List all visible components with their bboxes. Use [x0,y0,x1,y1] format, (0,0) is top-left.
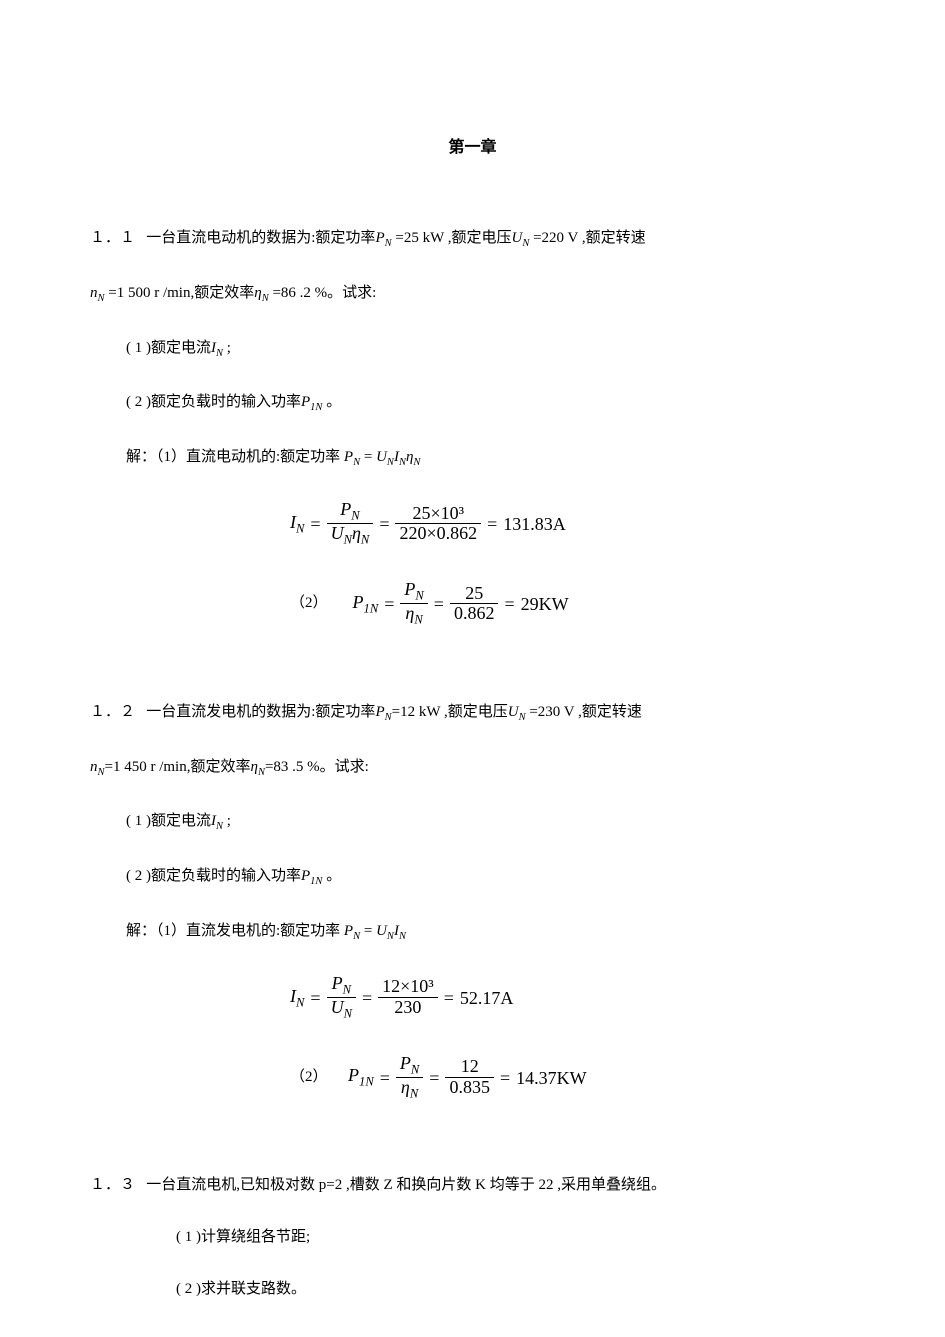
text: ( 2 )额定负载时的输入功率 [126,868,301,884]
var-P1N: P1N [301,394,322,410]
text: =220 V ,额定转速 [529,230,645,246]
var-UN: UN [508,704,526,720]
var-etaN: ηN [254,285,268,301]
problem-1-2-solution-line: 解：（1）直流发电机的:额定功率 PN = UNIN [90,919,855,946]
problem-1-1-solution-line: 解：（1）直流电动机的:额定功率 PN = UNINηN [90,445,855,472]
text: 一台直流电动机的数据为:额定功率 [146,230,375,246]
text: ; [223,340,231,356]
text: =230 V ,额定转速 [526,704,642,720]
inline-equation: PN = UNINηN [344,449,421,465]
text: 解：（1）直流发电机的:额定功率 [126,923,344,939]
problem-1-2-q2: ( 2 )额定负载时的输入功率P1N 。 [90,864,855,891]
text: =12 kW ,额定电压 [392,704,508,720]
equation-1-1-P1N: （2） P1N = PN ηN = 25 0.862 = 29KW [90,580,855,628]
text: ( 1 )额定电流 [126,340,211,356]
problem-1-2-line2: nN=1 450 r /min,额定效率ηN=83 .5 %。试求: [90,755,855,782]
text: ( 2 )求并联支路数。 [176,1281,306,1297]
text: ; [223,813,231,829]
text: 。 [322,394,341,410]
var-UN: UN [511,230,529,246]
var-PN: PN [375,230,391,246]
text: ( 1 )额定电流 [126,813,211,829]
problem-1-1-q2: ( 2 )额定负载时的输入功率P1N 。 [90,390,855,417]
var-nN: nN [90,285,105,301]
inline-equation: PN = UNIN [344,923,406,939]
problem-1-1-q1: ( 1 )额定电流IN ; [90,336,855,363]
equation-1-2-P1N: （2） P1N = PN ηN = 12 0.835 = 14.37KW [90,1054,855,1102]
var-PN: PN [375,704,391,720]
text: =25 kW ,额定电压 [392,230,512,246]
equation-1-1-IN: IN = PN UNηN = 25×10³ 220×0.862 = 131.83… [90,500,855,548]
text: =83 .5 %。试求: [265,759,369,775]
problem-1-2-line1: １．２ 一台直流发电机的数据为:额定功率PN=12 kW ,额定电压UN =23… [90,700,855,727]
text: ( 1 )计算绕组各节距; [176,1229,310,1245]
text: 一台直流发电机的数据为:额定功率 [146,704,375,720]
text: =1 450 r /min,额定效率 [105,759,251,775]
var-nN: nN [90,759,105,775]
text: =86 .2 %。试求: [269,285,377,301]
problem-number: １．２ [90,704,135,720]
text: 一台直流电机,已知极对数 p=2 ,槽数 Z 和换向片数 K 均等于 22 ,采… [146,1177,666,1193]
var-IN: IN [211,813,223,829]
text: 解：（1）直流电动机的:额定功率 [126,449,344,465]
problem-1-3-q1: ( 1 )计算绕组各节距; [90,1225,855,1249]
var-P1N: P1N [301,868,322,884]
problem-1-1-line2: nN =1 500 r /min,额定效率ηN =86 .2 %。试求: [90,281,855,308]
chapter-title: 第一章 [90,140,855,156]
problem-1-2-q1: ( 1 )额定电流IN ; [90,809,855,836]
problem-number: １．１ [90,230,135,246]
problem-1-1-line1: １．１ 一台直流电动机的数据为:额定功率PN =25 kW ,额定电压UN =2… [90,226,855,253]
var-IN: IN [211,340,223,356]
problem-1-3-line1: １．３ 一台直流电机,已知极对数 p=2 ,槽数 Z 和换向片数 K 均等于 2… [90,1173,855,1197]
problem-number: １．３ [90,1177,135,1193]
text: ( 2 )额定负载时的输入功率 [126,394,301,410]
text: 。 [322,868,341,884]
equation-1-2-IN: IN = PN UN = 12×10³ 230 = 52.17A [90,974,855,1022]
text: =1 500 r /min,额定效率 [105,285,255,301]
var-etaN: ηN [250,759,264,775]
problem-1-3-q2: ( 2 )求并联支路数。 [90,1277,855,1301]
